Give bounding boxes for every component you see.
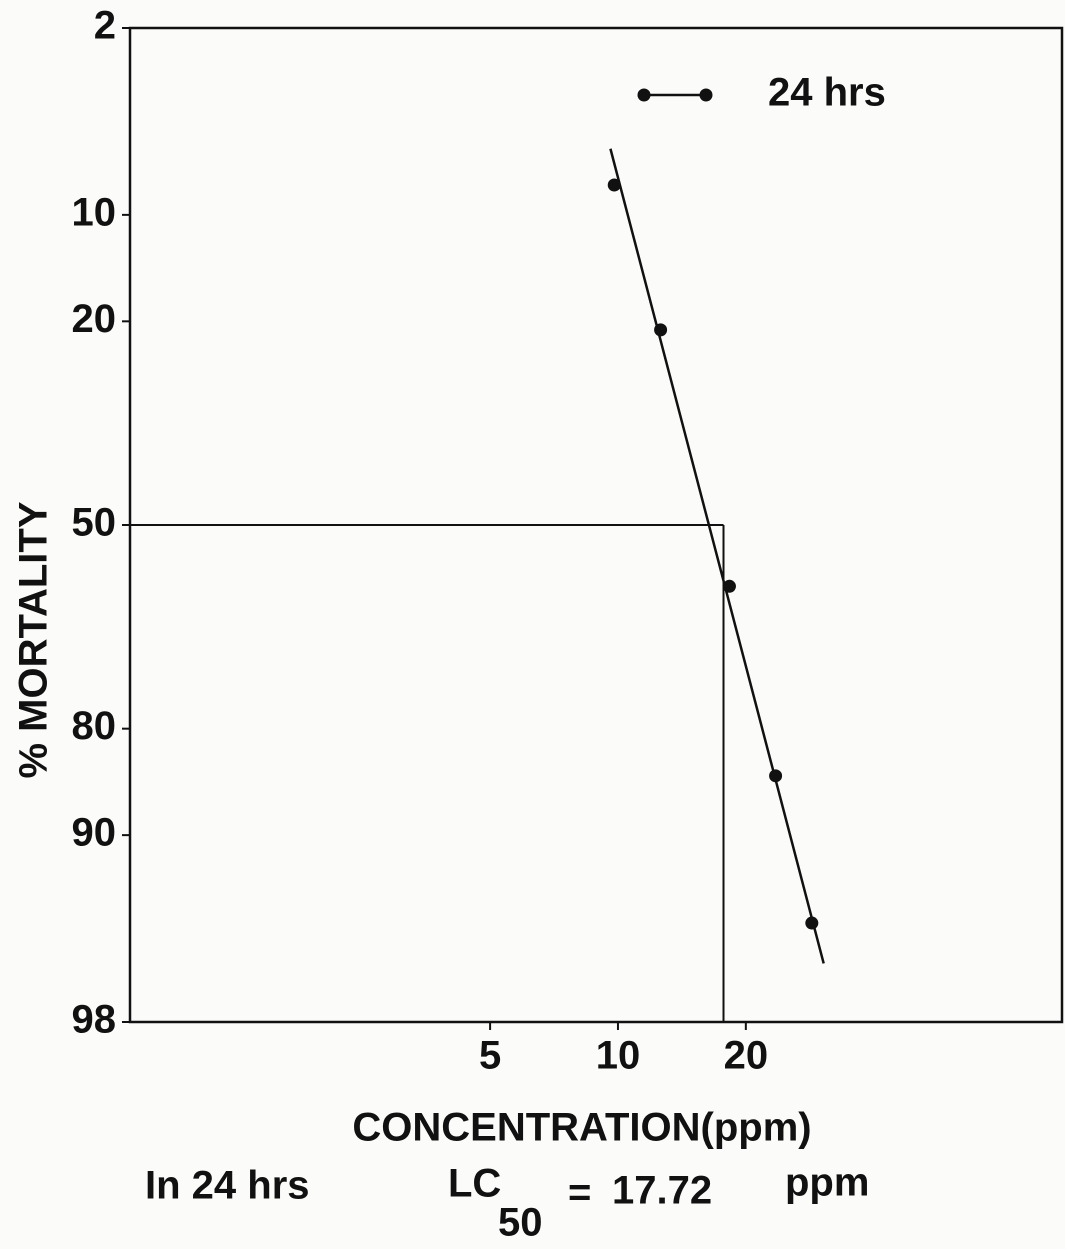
legend-dot (638, 89, 651, 102)
legend-dot (700, 89, 713, 102)
x-tick-label: 5 (479, 1034, 501, 1078)
note-unit: ppm (785, 1161, 869, 1205)
y-axis-label: % MORTALITY (12, 501, 56, 778)
legend-label: 24 hrs (768, 71, 886, 115)
data-point (769, 769, 782, 782)
x-tick-label: 10 (596, 1034, 641, 1078)
note-equals: = (568, 1171, 591, 1215)
y-tick-label: 50 (72, 501, 117, 545)
note-prefix: In 24 hrs (145, 1164, 310, 1208)
y-tick-label: 20 (72, 297, 117, 341)
chart: CONCENTRATION(ppm) % MORTALITY In 24 hrs… (0, 0, 1065, 1249)
note-lc: LC (448, 1162, 501, 1206)
y-tick-label: 80 (72, 704, 117, 748)
x-tick-label: 20 (724, 1034, 769, 1078)
data-point (805, 917, 818, 930)
y-tick-label: 98 (72, 998, 117, 1042)
y-tick-label: 10 (72, 190, 117, 234)
data-point (608, 178, 621, 191)
y-tick-label: 90 (72, 811, 117, 855)
x-axis-label: CONCENTRATION(ppm) (352, 1106, 811, 1150)
fit-line (610, 149, 823, 964)
note-value: 17.72 (612, 1169, 712, 1213)
data-point (654, 323, 667, 336)
y-tick-label: 2 (94, 4, 116, 48)
note-subscript: 50 (498, 1201, 543, 1245)
data-point (723, 580, 736, 593)
